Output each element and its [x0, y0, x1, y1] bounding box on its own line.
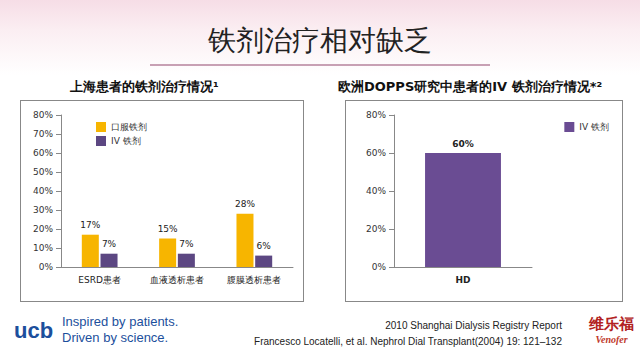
html-text:Driven by science.: Driven by science.	[62, 330, 169, 345]
svg-text:0%: 0%	[39, 262, 54, 272]
html-text:上海患者的铁剂治疗情况¹: 上海患者的铁剂治疗情况¹	[70, 79, 219, 94]
svg-text:腹膜透析患者: 腹膜透析患者	[227, 275, 281, 285]
svg-text:6%: 6%	[257, 241, 272, 251]
svg-text:40%: 40%	[366, 186, 386, 196]
svg-text:80%: 80%	[366, 110, 386, 120]
svg-text:0%: 0%	[372, 262, 387, 272]
html-text:ucb Inspired by patients.: ucb Inspired by patients.	[14, 314, 179, 343]
svg-text:20%: 20%	[33, 224, 53, 234]
svg-text:IV 铁剂: IV 铁剂	[111, 136, 141, 146]
svg-text:30%: 30%	[33, 205, 53, 215]
html-text:维乐福: 维乐福	[589, 315, 634, 333]
svg-text:70%: 70%	[33, 129, 53, 139]
svg-text:IV 铁剂: IV 铁剂	[579, 122, 609, 132]
svg-text:60%: 60%	[33, 148, 53, 158]
svg-text:28%: 28%	[235, 199, 255, 209]
svg-text:7%: 7%	[102, 239, 117, 249]
svg-text:7%: 7%	[179, 239, 194, 249]
html-text:Francesco Locatelli, et al. Ne: Francesco Locatelli, et al. Nephrol Dial…	[254, 336, 562, 347]
svg-text:10%: 10%	[33, 243, 53, 253]
svg-text:40%: 40%	[33, 186, 53, 196]
svg-text:60%: 60%	[366, 148, 386, 158]
svg-text:20%: 20%	[366, 224, 386, 234]
html-text:2010 Shanghai Dialysis Registr: 2010 Shanghai Dialysis Registry Report	[385, 320, 562, 331]
svg-text:15%: 15%	[158, 224, 178, 234]
svg-text:HD: HD	[455, 275, 470, 285]
svg-text:血液透析患者: 血液透析患者	[150, 275, 204, 285]
svg-text:50%: 50%	[33, 167, 53, 177]
svg-text:ESRD患者: ESRD患者	[78, 275, 121, 285]
html-text:Venofer: Venofer	[595, 334, 628, 345]
html-text:欧洲DOPPS研究中患者的IV 铁剂治疗情况*²: 欧洲DOPPS研究中患者的IV 铁剂治疗情况*²	[338, 79, 603, 94]
svg-text:口服铁剂: 口服铁剂	[111, 122, 147, 132]
svg-text:60%: 60%	[452, 139, 474, 149]
svg-text:80%: 80%	[33, 110, 53, 120]
html-text:铁剂治疗相对缺乏: 铁剂治疗相对缺乏	[208, 24, 432, 57]
svg-text:17%: 17%	[80, 220, 100, 230]
